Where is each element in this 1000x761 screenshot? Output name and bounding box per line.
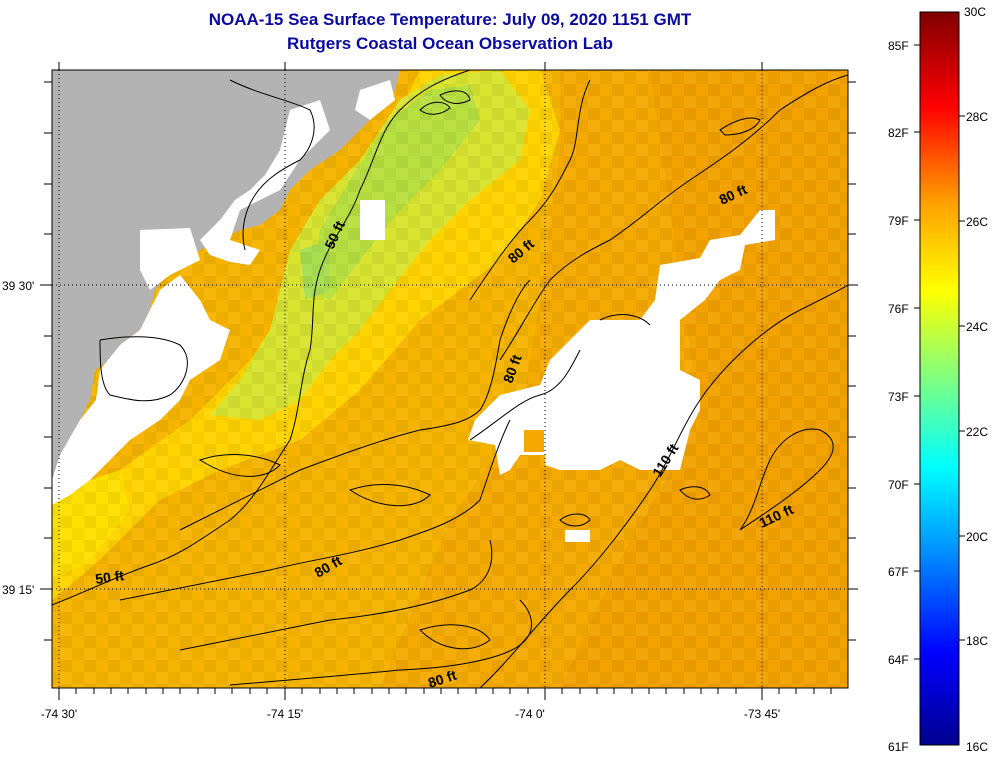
ocean-pixel-in-cloud [524,430,544,452]
contour-80ft-edge [229,599,532,686]
contour-110ft-east [739,428,834,531]
plot-frame [51,69,849,689]
contour-ring-6 [198,454,281,477]
coastal-marsh-south [52,275,230,505]
contour-cloud-edge [599,314,651,326]
contour-ring-3 [559,513,591,527]
map-grid [52,70,848,688]
contour-coast-2 [99,336,188,402]
bathymetry-contours [52,70,848,688]
contour-ring-4 [419,101,451,115]
contour-ring-8 [419,624,491,650]
cloud-speck [565,530,590,542]
coastal-marsh [200,100,330,265]
y-tick-label: 39 30' [2,279,34,293]
x-tick-label: -74 15' [267,707,303,721]
contour-80ft-ridge [469,79,591,301]
contour-coast-1 [229,79,315,251]
land-new-jersey [52,70,400,500]
contour-ring-2 [679,486,711,500]
contour-ring-1 [719,117,761,136]
axis-ticks [40,62,858,700]
map-title: NOAA-15 Sea Surface Temperature: July 09… [208,10,692,29]
contour-80ft-mid [119,419,511,601]
x-tick-label: -74 30' [41,707,77,721]
contour-50ft [52,70,471,606]
contour-80ft-shoal [469,349,581,441]
contour-80ft-south [179,539,493,651]
contour-80ft-inner [179,279,531,531]
cloud-region [468,210,775,475]
map-subtitle: Rutgers Coastal Ocean Observation Lab [287,34,613,53]
x-tick-label: -74 0' [515,707,545,721]
y-tick-label: 39 15' [2,583,34,597]
contour-ring-7 [348,484,431,507]
cloud-patch-small [360,200,385,240]
coastal-marsh-north [355,80,395,120]
contour-ring-5 [439,90,471,104]
contour-label: 50 ft [94,567,125,587]
x-tick-label: -73 45' [744,707,780,721]
contour-110ft [479,284,848,688]
coastal-marsh-mid [140,228,200,290]
